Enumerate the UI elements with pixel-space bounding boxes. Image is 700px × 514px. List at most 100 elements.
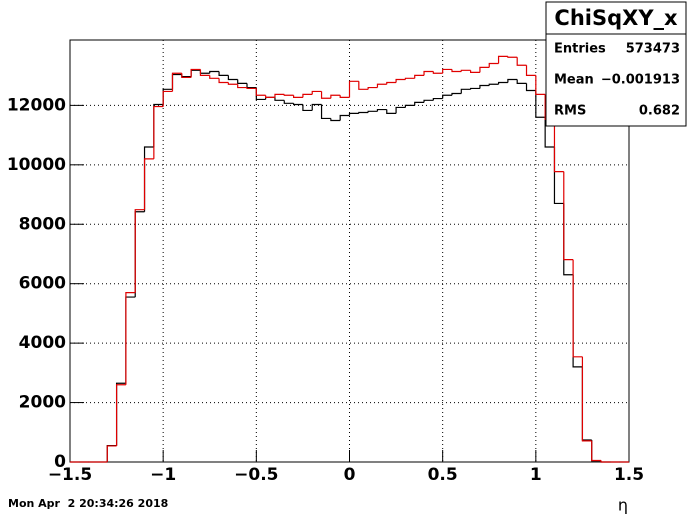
histogram-bin [115, 384, 126, 446]
histogram-bin [516, 57, 527, 66]
histogram-bin [265, 95, 275, 98]
stats-value: 573473 [626, 42, 680, 57]
histogram-bin [497, 81, 508, 85]
histogram-bin [283, 100, 294, 104]
histogram-bin [190, 69, 201, 77]
histogram-bin [115, 382, 126, 446]
x-tick-label: −0.5 [234, 465, 278, 485]
histogram-bin [367, 110, 378, 113]
histogram-bin [376, 108, 387, 112]
histogram-bin [348, 112, 359, 116]
histogram-bin [507, 78, 518, 83]
y-tick-label: 8000 [19, 214, 66, 234]
histogram-bin [320, 91, 331, 99]
histogram-bin [171, 73, 182, 90]
histogram-bin [600, 460, 611, 463]
histogram-bin [432, 97, 443, 101]
histogram-bin [209, 75, 220, 79]
histogram-bin [544, 117, 555, 148]
histogram-bin [386, 109, 397, 115]
histogram-bin [591, 440, 602, 462]
stats-value: −0.001913 [601, 73, 680, 88]
histogram-bin [283, 94, 294, 96]
histogram-bin [563, 203, 574, 276]
histogram-bin [199, 69, 210, 76]
stats-label: Mean [554, 73, 594, 88]
y-tick-label: 6000 [19, 274, 66, 294]
histogram-bin [255, 87, 266, 101]
histogram-bin [125, 292, 136, 385]
histogram-bin [535, 90, 546, 118]
histogram-bin [320, 104, 331, 120]
histogram-bin [470, 87, 480, 90]
x-tick-label: 1.5 [614, 465, 644, 485]
y-tick-label: 12000 [7, 95, 66, 115]
histogram-bin [525, 83, 536, 92]
histogram-bin [460, 88, 471, 94]
histogram-bin [246, 87, 257, 90]
histogram-bin [395, 106, 406, 114]
histogram-bin [553, 146, 564, 205]
histogram-bin [572, 274, 583, 368]
x-tick-label: −1.5 [48, 465, 92, 485]
histogram-bin [535, 75, 546, 95]
x-tick-label: 0.5 [428, 465, 458, 485]
histogram-bin [293, 103, 303, 106]
histogram-bin [451, 92, 462, 96]
histogram-bin [553, 119, 564, 173]
stats-box [545, 1, 687, 127]
histogram-bin [227, 82, 238, 85]
histogram-bin [153, 105, 164, 159]
histogram-bin [181, 73, 192, 79]
histogram-bin [386, 81, 397, 85]
y-tick-label: 4000 [19, 333, 66, 353]
histogram-bin [143, 158, 154, 210]
histogram-bin [488, 62, 499, 68]
histogram-bin [237, 84, 248, 89]
histogram-bin [581, 366, 592, 441]
histogram-bin [171, 72, 182, 92]
histogram-bin [311, 90, 322, 95]
histogram-bin [339, 95, 350, 98]
histogram-bin [143, 146, 154, 212]
histogram-bin [153, 103, 164, 147]
histogram-bin [218, 71, 229, 76]
histogram-bin [404, 104, 415, 108]
histogram-bin [414, 101, 425, 106]
histogram-bin [563, 171, 574, 261]
histogram-bin [470, 70, 480, 73]
histogram-bin [442, 94, 452, 99]
histogram-bin [302, 104, 313, 112]
histogram-bin [237, 79, 248, 84]
histogram-bin [246, 83, 257, 89]
histogram-bin [423, 70, 434, 76]
timestamp: Mon Apr 2 20:34:26 2018 [8, 497, 168, 510]
histogram-bin [442, 68, 452, 74]
histogram-bin [479, 84, 490, 89]
stats-label: RMS [554, 104, 586, 119]
histogram-bin [525, 65, 536, 76]
histogram-bin [181, 74, 192, 78]
x-tick-label: 1 [530, 465, 542, 485]
histogram-bin [432, 71, 443, 74]
y-tick-label: 10000 [7, 155, 66, 175]
histogram-bin [376, 83, 387, 88]
histogram-bin [395, 78, 406, 83]
histogram-bin [274, 93, 285, 98]
histogram-bin [293, 95, 303, 98]
histogram-bin [125, 296, 136, 384]
histogram-bin [572, 259, 583, 358]
histogram-bin [255, 88, 266, 96]
histogram-bin [451, 69, 462, 73]
histogram-bin [581, 356, 592, 442]
histogram-bin [488, 83, 499, 86]
histogram-bin [199, 70, 210, 74]
histogram-bin [358, 81, 369, 90]
histogram-bin [414, 74, 425, 79]
y-tick-label: 0 [54, 452, 66, 472]
histogram-bin [106, 445, 117, 462]
histogram-bin [339, 114, 350, 121]
histogram-bin [591, 440, 602, 462]
histogram-bin [227, 75, 238, 81]
